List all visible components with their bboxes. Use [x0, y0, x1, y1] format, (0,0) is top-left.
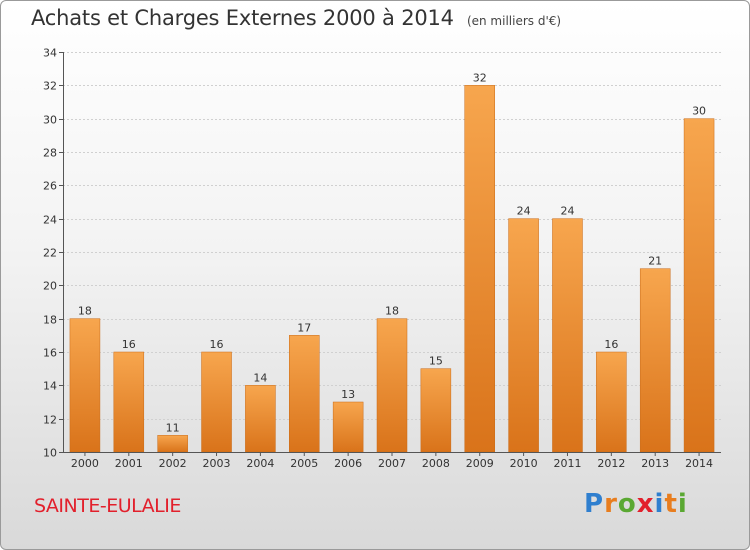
data-label: 21 [648, 255, 662, 268]
data-label: 24 [517, 205, 531, 218]
y-tick-label: 24 [43, 214, 57, 227]
y-tick-label: 14 [43, 380, 57, 393]
bar [157, 435, 188, 453]
bar [245, 385, 276, 453]
bar [420, 368, 452, 453]
bars [69, 85, 715, 453]
y-tick-label: 16 [43, 347, 57, 360]
x-tick-label: 2003 [203, 457, 231, 470]
logo-letter: P [584, 489, 605, 519]
bar [201, 351, 232, 453]
y-tick-label: 20 [43, 280, 57, 293]
x-tick-label: 2005 [290, 457, 318, 470]
x-tick-label: 2001 [115, 457, 143, 470]
bar [596, 351, 627, 453]
x-tick-label: 2006 [334, 457, 362, 470]
data-label: 30 [692, 105, 706, 118]
bar [332, 401, 364, 453]
data-label: 16 [210, 338, 224, 351]
x-tick-label: 2008 [422, 457, 450, 470]
chart-title: Achats et Charges Externes 2000 à 2014 [31, 6, 454, 30]
labels: 10 12 14 16 18 20 22 24 26 28 30 32 34 18 2000 16 2001 11… [43, 47, 713, 471]
title-row: Achats et Charges Externes 2000 à 2014 (… [31, 6, 561, 30]
x-tick-label: 2011 [553, 457, 581, 470]
x-tick-label: 2002 [159, 457, 187, 470]
bar [464, 85, 495, 453]
x-tick-label: 2004 [246, 457, 274, 470]
bar [69, 318, 101, 453]
proxiti-logo[interactable]: Proxiti [584, 489, 688, 519]
data-label: 18 [385, 305, 399, 318]
logo-letter: i [677, 489, 688, 519]
data-label: 16 [604, 338, 618, 351]
y-tick-label: 34 [43, 47, 57, 60]
bar [289, 335, 320, 453]
data-label: 13 [341, 388, 355, 401]
x-tick-label: 2000 [71, 457, 99, 470]
logo-letter: r [604, 489, 618, 519]
bar [552, 218, 583, 453]
x-tick-label: 2009 [466, 457, 494, 470]
x-tick-label: 2013 [641, 457, 669, 470]
data-label: 18 [78, 305, 92, 318]
bar [508, 218, 539, 453]
logo-letter: x [636, 489, 655, 519]
y-tick-label: 26 [43, 180, 57, 193]
data-label: 32 [473, 71, 487, 84]
bar [683, 118, 715, 453]
data-label: 16 [122, 338, 136, 351]
axes [59, 52, 721, 456]
logo-letter: o [617, 489, 637, 519]
y-tick-label: 30 [43, 114, 57, 127]
data-label: 24 [560, 205, 574, 218]
bar [113, 351, 145, 453]
bar [376, 318, 408, 453]
logo-letter: t [664, 489, 678, 519]
bar [639, 268, 671, 453]
x-tick-label: 2010 [510, 457, 538, 470]
data-label: 11 [166, 421, 180, 434]
x-tick-label: 2007 [378, 457, 406, 470]
y-tick-label: 22 [43, 247, 57, 260]
location-label: SAINTE-EULALIE [34, 495, 181, 517]
logo-letter: i [654, 489, 665, 519]
y-tick-label: 10 [43, 447, 57, 460]
y-tick-label: 28 [43, 147, 57, 160]
y-tick-label: 12 [43, 414, 57, 427]
x-tick-label: 2014 [685, 457, 713, 470]
x-tick-label: 2012 [597, 457, 625, 470]
data-label: 14 [253, 371, 267, 384]
data-label: 17 [297, 321, 311, 334]
y-tick-label: 18 [43, 314, 57, 327]
y-tick-label: 32 [43, 80, 57, 93]
data-label: 15 [429, 355, 443, 368]
chart-subtitle: (en milliers d'€) [466, 14, 562, 28]
